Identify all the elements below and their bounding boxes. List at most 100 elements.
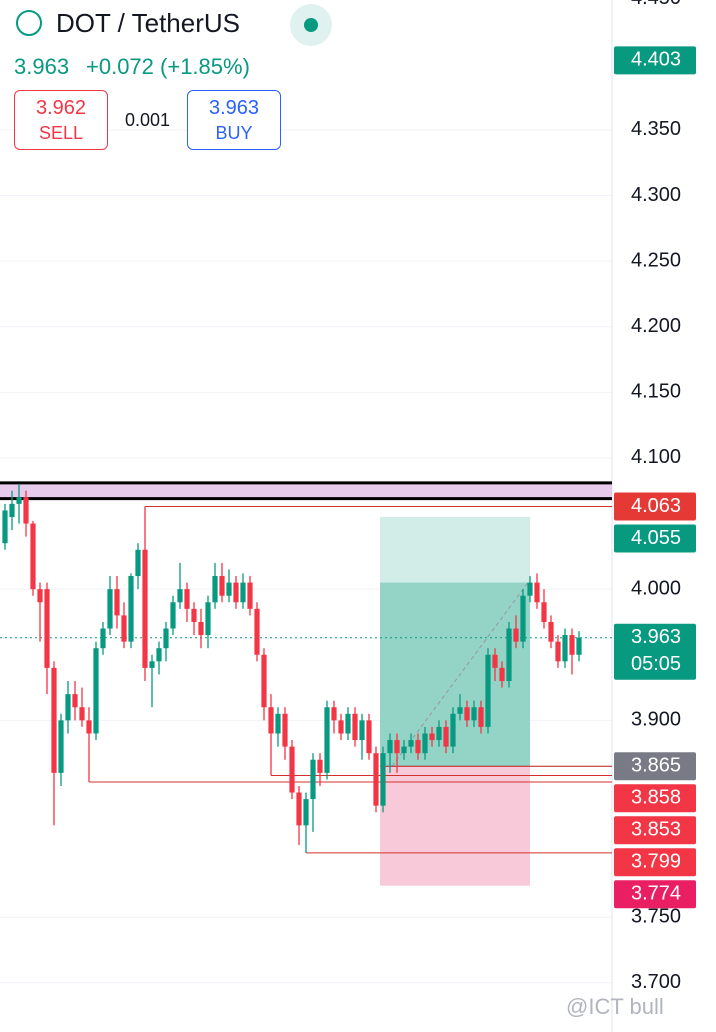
- candle-body: [324, 707, 330, 773]
- candle-body: [212, 576, 218, 603]
- buy-button[interactable]: 3.963 BUY: [187, 90, 281, 150]
- candle-body: [16, 497, 22, 504]
- candle-body: [541, 602, 547, 622]
- candle-body: [359, 720, 365, 741]
- candle-body: [576, 637, 582, 655]
- y-tick-label: 4.300: [631, 184, 681, 206]
- candle-body: [282, 713, 288, 747]
- candle-body: [240, 582, 246, 603]
- candle-body: [506, 628, 512, 682]
- sell-label: SELL: [38, 123, 84, 143]
- candle-body: [261, 654, 267, 708]
- price-tag: [614, 46, 696, 75]
- candle-body: [366, 720, 372, 754]
- candle-body: [331, 707, 337, 721]
- candle-body: [268, 707, 274, 734]
- price-tag-label: 3.963: [631, 626, 681, 648]
- candle-body: [9, 503, 15, 517]
- candle-body: [93, 648, 99, 734]
- candle-body: [401, 746, 407, 754]
- sell-button[interactable]: 3.962 SELL: [14, 90, 108, 150]
- candle-body: [380, 753, 386, 806]
- market-status: [290, 4, 332, 46]
- candle-body: [114, 589, 120, 616]
- candle-body: [142, 549, 148, 668]
- candle-body: [527, 582, 533, 596]
- price-tag: [614, 524, 696, 553]
- candle-body: [422, 733, 428, 754]
- price-tag-label: 3.853: [631, 819, 681, 841]
- candle-body: [492, 654, 498, 668]
- y-tick-label: 4.250: [631, 249, 681, 271]
- candle-body: [254, 608, 260, 655]
- candle-body: [478, 707, 484, 727]
- candle-body: [149, 661, 155, 668]
- sell-price: 3.962: [35, 97, 87, 119]
- candle-body: [548, 621, 554, 642]
- candle-body: [198, 621, 204, 636]
- candle-body: [65, 694, 71, 721]
- stop-zone: [380, 766, 530, 886]
- candle-body: [107, 589, 113, 629]
- candle-body: [219, 576, 225, 596]
- candle-body: [485, 654, 491, 727]
- price-tag: [614, 816, 696, 845]
- candle-body: [429, 733, 435, 741]
- candle-body: [79, 707, 85, 721]
- candle-body: [408, 740, 414, 747]
- candle-body: [156, 648, 162, 662]
- candle-body: [184, 589, 190, 609]
- candle-body: [471, 707, 477, 721]
- candle-body: [555, 641, 561, 662]
- y-tick-label: 3.700: [631, 971, 681, 993]
- candle-body: [289, 746, 295, 793]
- candle-body: [37, 589, 43, 603]
- candle-body: [373, 753, 379, 806]
- candle-body: [51, 667, 57, 773]
- candle-body: [44, 589, 50, 668]
- candle-body: [569, 635, 575, 655]
- candle-body: [499, 667, 505, 682]
- watermark: @ICT bull: [566, 994, 664, 1019]
- y-tick-label: 4.100: [631, 446, 681, 468]
- candle-body: [317, 759, 323, 773]
- y-tick-label: 4.350: [631, 118, 681, 140]
- candle-body: [303, 799, 309, 826]
- candle-body: [513, 628, 519, 642]
- symbol-title[interactable]: DOT / TetherUS: [56, 8, 240, 38]
- price-tag: [614, 880, 696, 909]
- candle-body: [30, 523, 36, 590]
- candle-body: [128, 576, 134, 642]
- y-tick-label: 4.200: [631, 315, 681, 337]
- candle-body: [338, 720, 344, 734]
- price-change: +0.072 (+1.85%): [86, 54, 250, 79]
- price-tag: [614, 752, 696, 781]
- candle-body: [2, 510, 8, 544]
- price-tag: [614, 784, 696, 813]
- price-tag-label: 4.055: [631, 527, 681, 549]
- bar-countdown: 05:05: [631, 653, 681, 675]
- price-tag-label: 4.063: [631, 495, 681, 517]
- candle-body: [191, 608, 197, 622]
- candle-body: [415, 740, 421, 754]
- candle-body: [387, 740, 393, 754]
- buy-price: 3.963: [208, 97, 260, 119]
- candle-body: [275, 713, 281, 734]
- candle-body: [177, 589, 183, 603]
- price-tag-label: 3.799: [631, 851, 681, 873]
- trend-path: [391, 582, 529, 767]
- price-tag-label: 4.403: [631, 49, 681, 71]
- candle-body: [23, 497, 29, 524]
- candle-body: [296, 792, 302, 826]
- y-tick-label: 4.450: [631, 0, 681, 9]
- candle-body: [135, 549, 141, 577]
- last-price: 3.963: [14, 54, 70, 79]
- candle-body: [345, 713, 351, 734]
- resistance-zone: [0, 482, 612, 499]
- y-tick-label: 4.000: [631, 577, 681, 599]
- candle-body: [233, 582, 239, 603]
- candle-body: [534, 582, 540, 603]
- candle-body: [226, 582, 232, 596]
